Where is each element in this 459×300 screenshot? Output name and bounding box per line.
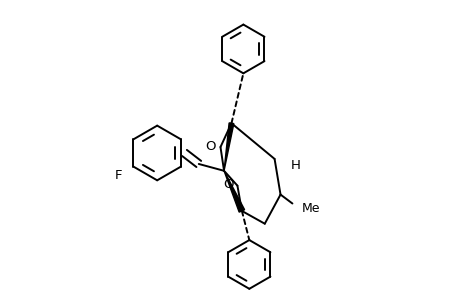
Polygon shape — [224, 171, 244, 212]
Text: O: O — [223, 178, 233, 191]
Text: Me: Me — [301, 202, 319, 215]
Text: H: H — [290, 159, 300, 172]
Text: O: O — [205, 140, 216, 153]
Text: F: F — [115, 169, 122, 182]
Polygon shape — [224, 123, 233, 171]
